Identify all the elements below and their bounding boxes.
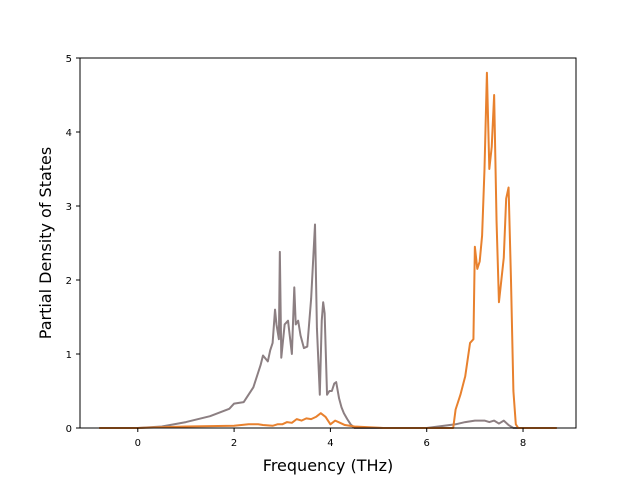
plot-background <box>80 58 576 428</box>
series-line-1 <box>99 223 557 429</box>
x-tick-label: 8 <box>520 438 526 449</box>
y-axis-ticks: 0 1 2 3 4 5 <box>66 54 80 435</box>
x-tick-label: 0 <box>135 438 141 449</box>
x-tick-label: 2 <box>231 438 237 449</box>
y-tick-label: 0 <box>66 424 72 435</box>
y-tick-label: 4 <box>66 128 72 139</box>
plot-frame <box>79 57 577 429</box>
x-tick-label: 6 <box>424 438 430 449</box>
y-axis-label: Partial Density of States <box>36 147 55 339</box>
x-axis-label: Frequency (THz) <box>263 456 393 475</box>
y-tick-label: 2 <box>66 276 72 287</box>
y-tick-label: 3 <box>66 202 72 213</box>
x-axis-ticks: 0 2 4 6 8 <box>135 428 526 449</box>
x-tick-label: 4 <box>327 438 333 449</box>
y-tick-label: 1 <box>66 350 72 361</box>
y-tick-label: 5 <box>66 54 72 65</box>
